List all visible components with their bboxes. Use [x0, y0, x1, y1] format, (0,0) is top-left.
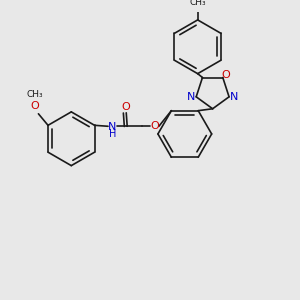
Text: N: N — [230, 92, 238, 102]
Text: O: O — [221, 70, 230, 80]
Text: N: N — [108, 122, 116, 132]
Text: N: N — [187, 92, 196, 102]
Text: O: O — [30, 101, 39, 111]
Text: O: O — [151, 121, 159, 131]
Text: H: H — [109, 129, 116, 139]
Text: CH₃: CH₃ — [189, 0, 206, 7]
Text: CH₃: CH₃ — [26, 90, 43, 99]
Text: O: O — [122, 102, 130, 112]
